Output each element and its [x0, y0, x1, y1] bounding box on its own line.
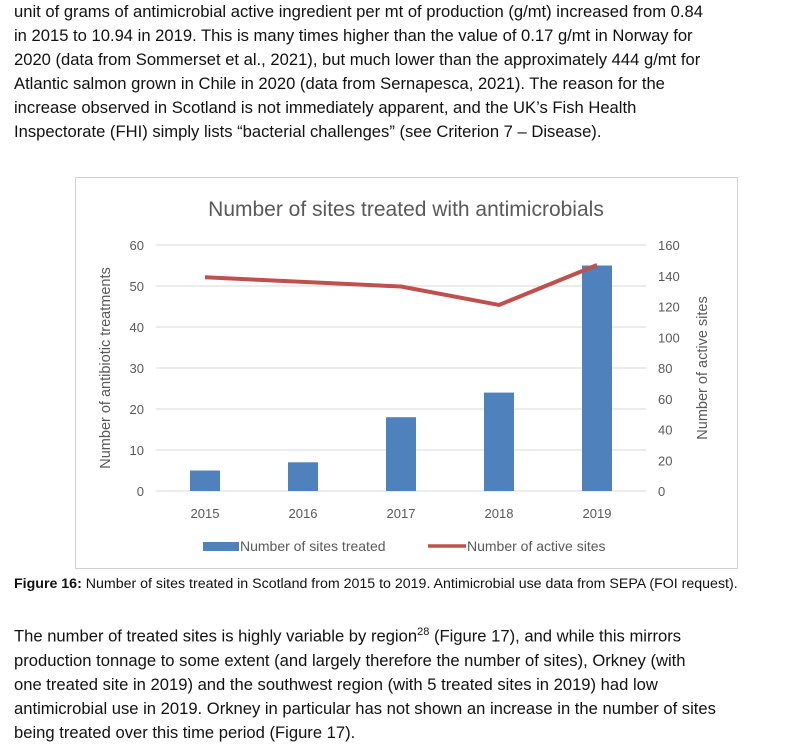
footnote-ref[interactable]: 28 [417, 626, 430, 638]
text-line: production tonnage to some extent (and l… [14, 650, 686, 670]
text-line: antimicrobial use in 2019. Orkney in par… [14, 698, 716, 718]
bar-2017 [386, 417, 416, 491]
text-line: Atlantic salmon grown in Chile in 2020 (… [14, 74, 665, 93]
x-tick-label: 2016 [289, 506, 318, 521]
y2-tick-label: 0 [658, 484, 665, 499]
text-line: Inspectorate (FHI) simply lists “bacteri… [14, 122, 602, 141]
y2-tick-label: 20 [658, 453, 672, 468]
y-tick-label: 20 [130, 402, 144, 417]
y2-tick-label: 120 [658, 300, 680, 315]
text-segment: The number of treated sites is highly va… [14, 626, 418, 646]
y-tick-label: 0 [137, 484, 144, 499]
caption-label: Figure 16: [14, 576, 82, 592]
y2-tick-label: 140 [658, 269, 680, 284]
text-line: in 2015 to 10.94 in 2019. This is many t… [14, 26, 693, 45]
chart: Number of sites treated with antimicrobi… [98, 198, 711, 554]
bar-2016 [288, 462, 318, 491]
paragraph-2: The number of treated sites is highly va… [14, 620, 804, 745]
x-tick-label: 2018 [485, 506, 514, 521]
x-tick-label: 2017 [387, 506, 416, 521]
y2-tick-label: 60 [658, 392, 672, 407]
paragraph-1: unit of grams of antimicrobial active in… [14, 0, 804, 144]
y-axis-label: Number of antibiotic treatments [98, 267, 114, 468]
legend-swatch-bar [203, 542, 239, 551]
y2-tick-label: 100 [658, 330, 680, 345]
x-tick-label: 2019 [583, 506, 612, 521]
text-line: increase observed in Scotland is not imm… [14, 98, 637, 117]
legend: Number of sites treated Number of active… [203, 538, 606, 554]
chart-title: Number of sites treated with antimicrobi… [208, 198, 604, 221]
bar-2018 [484, 392, 514, 491]
legend-label-line: Number of active sites [467, 538, 606, 554]
chart-frame: Number of sites treated with antimicrobi… [75, 177, 738, 569]
legend-label-bar: Number of sites treated [240, 538, 386, 554]
y-tick-label: 60 [130, 238, 144, 253]
y2-tick-label: 80 [658, 361, 672, 376]
y-tick-label: 30 [130, 361, 144, 376]
text-segment: (Figure 17), and while this mirrors [429, 626, 682, 646]
text-line: one treated site in 2019) and the southw… [14, 674, 658, 694]
caption-text: Number of sites treated in Scotland from… [81, 576, 738, 592]
figure-caption: Figure 16: Number of sites treated in Sc… [14, 576, 738, 592]
y2-tick-label: 160 [658, 238, 680, 253]
y-tick-label: 50 [130, 279, 144, 294]
y2-tick-label: 40 [658, 423, 672, 438]
active-sites-line [204, 263, 598, 307]
text-line: 2020 (data from Sommerset et al., 2021),… [14, 50, 701, 69]
text-line: The number of treated sites is highly va… [14, 620, 804, 649]
bar-2019 [582, 265, 612, 491]
text-line: being treated over this time period (Fig… [14, 722, 356, 742]
y-tick-label: 10 [130, 443, 144, 458]
y2-axis-label: Number of active sites [695, 296, 711, 439]
y-tick-label: 40 [130, 320, 144, 335]
x-tick-label: 2015 [191, 506, 220, 521]
bar-2015 [190, 470, 220, 491]
text-line: unit of grams of antimicrobial active in… [14, 2, 703, 21]
